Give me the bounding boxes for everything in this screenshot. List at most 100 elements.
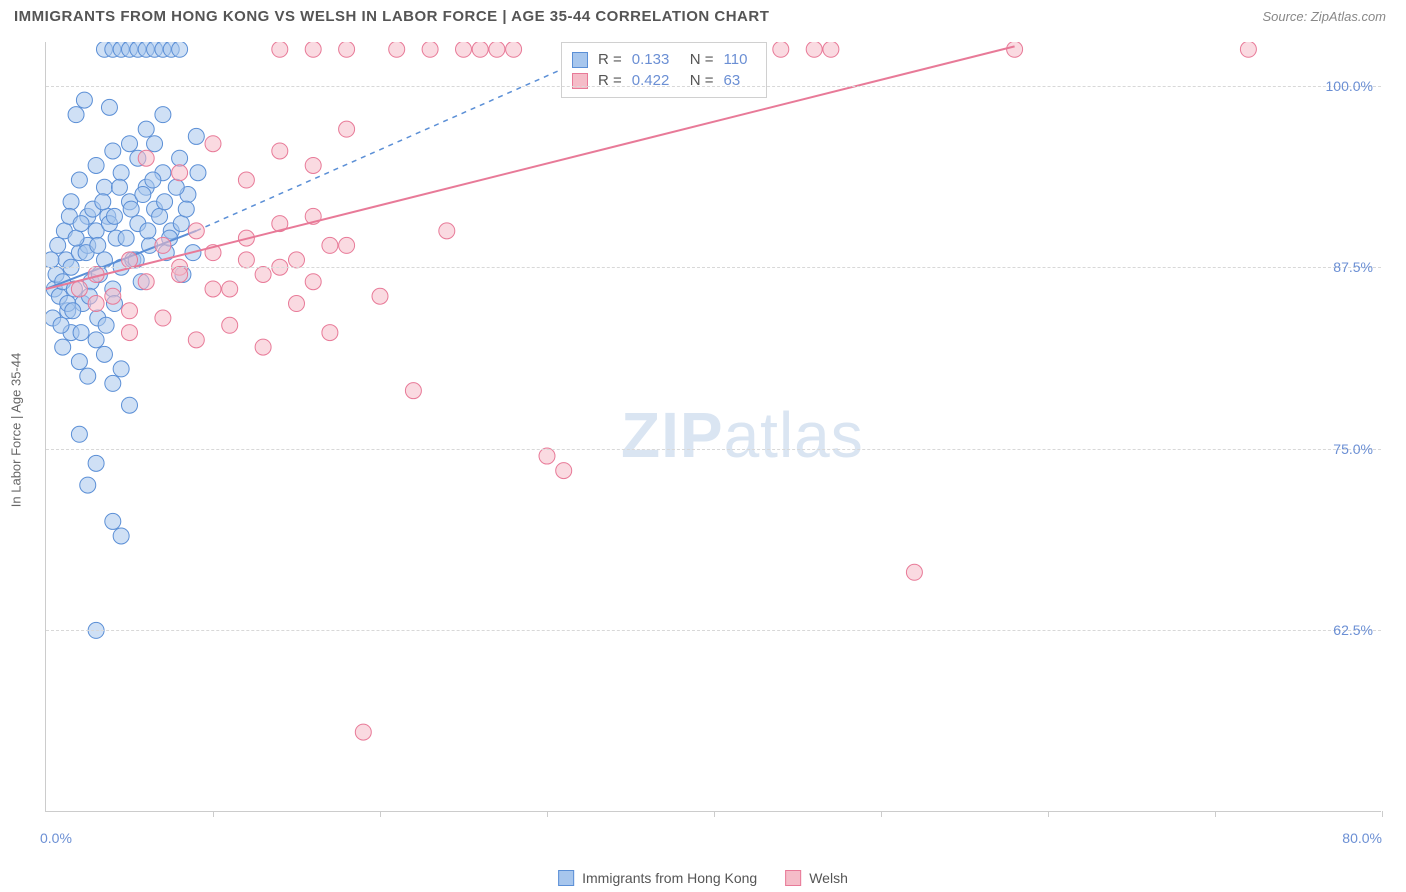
scatter-point [305, 157, 321, 173]
scatter-point [63, 194, 79, 210]
x-tick [547, 811, 548, 817]
scatter-point [118, 230, 134, 246]
scatter-point [122, 397, 138, 413]
gridline [46, 630, 1381, 631]
y-tick-label: 87.5% [1333, 259, 1373, 275]
scatter-point [238, 252, 254, 268]
x-tick [1215, 811, 1216, 817]
x-tick [380, 811, 381, 817]
scatter-point [322, 325, 338, 341]
x-tick [1048, 811, 1049, 817]
scatter-point [305, 274, 321, 290]
bottom-legend: Immigrants from Hong KongWelsh [558, 870, 848, 886]
scatter-point [188, 332, 204, 348]
scatter-point [88, 332, 104, 348]
scatter-point [96, 179, 112, 195]
scatter-point [88, 455, 104, 471]
scatter-point [138, 150, 154, 166]
scatter-point [222, 317, 238, 333]
scatter-point [289, 296, 305, 312]
scatter-point [172, 150, 188, 166]
scatter-point [272, 42, 288, 57]
scatter-point [906, 564, 922, 580]
scatter-point [123, 201, 139, 217]
scatter-point [106, 208, 122, 224]
scatter-point [71, 172, 87, 188]
scatter-point [422, 42, 438, 57]
stats-n-label: N = [690, 51, 714, 68]
y-tick-label: 75.0% [1333, 441, 1373, 457]
gridline [46, 86, 1381, 87]
scatter-point [255, 339, 271, 355]
scatter-point [339, 121, 355, 137]
scatter-point [88, 296, 104, 312]
scatter-point [172, 165, 188, 181]
scatter-point [190, 165, 206, 181]
scatter-point [113, 361, 129, 377]
scatter-point [98, 317, 114, 333]
stats-row: R =0.133N =110 [572, 49, 756, 70]
x-tick [1382, 811, 1383, 817]
scatter-svg [46, 42, 1382, 812]
x-tick [213, 811, 214, 817]
scatter-point [71, 354, 87, 370]
scatter-point [140, 223, 156, 239]
scatter-point [305, 42, 321, 57]
scatter-point [205, 136, 221, 152]
correlation-stats-box: R =0.133N =110R =0.422N =63 [561, 42, 767, 98]
scatter-point [135, 187, 151, 203]
scatter-point [46, 252, 59, 268]
scatter-point [289, 252, 305, 268]
scatter-point [155, 310, 171, 326]
scatter-point [111, 179, 127, 195]
scatter-point [152, 208, 168, 224]
scatter-point [147, 136, 163, 152]
scatter-point [155, 107, 171, 123]
x-tick [714, 811, 715, 817]
scatter-point [172, 42, 188, 57]
scatter-point [405, 383, 421, 399]
scatter-point [105, 288, 121, 304]
scatter-point [272, 143, 288, 159]
scatter-point [255, 266, 271, 282]
scatter-point [188, 223, 204, 239]
x-axis-min-label: 0.0% [40, 830, 72, 846]
stats-r-value: 0.133 [632, 51, 680, 68]
legend-label: Immigrants from Hong Kong [582, 870, 757, 886]
scatter-point [145, 172, 161, 188]
scatter-point [168, 179, 184, 195]
scatter-point [105, 513, 121, 529]
scatter-point [71, 281, 87, 297]
scatter-point [1007, 42, 1023, 57]
scatter-point [355, 724, 371, 740]
x-tick [881, 811, 882, 817]
scatter-point [105, 375, 121, 391]
scatter-point [222, 281, 238, 297]
scatter-point [138, 274, 154, 290]
scatter-point [238, 172, 254, 188]
scatter-point [105, 143, 121, 159]
scatter-point [172, 266, 188, 282]
scatter-point [372, 288, 388, 304]
scatter-point [339, 237, 355, 253]
scatter-point [322, 237, 338, 253]
scatter-point [173, 216, 189, 232]
scatter-point [65, 303, 81, 319]
scatter-point [113, 165, 129, 181]
scatter-point [95, 194, 111, 210]
legend-swatch [558, 870, 574, 886]
scatter-point [138, 121, 154, 137]
scatter-point [113, 528, 129, 544]
chart-plot-area: ZIPatlas R =0.133N =110R =0.422N =63 62.… [45, 42, 1381, 812]
scatter-point [823, 42, 839, 57]
gridline [46, 267, 1381, 268]
scatter-point [539, 448, 555, 464]
scatter-point [73, 325, 89, 341]
stats-n-value: 110 [724, 51, 756, 68]
scatter-point [55, 339, 71, 355]
scatter-point [122, 136, 138, 152]
scatter-point [96, 346, 112, 362]
scatter-point [178, 201, 194, 217]
scatter-point [53, 317, 69, 333]
scatter-point [101, 99, 117, 115]
